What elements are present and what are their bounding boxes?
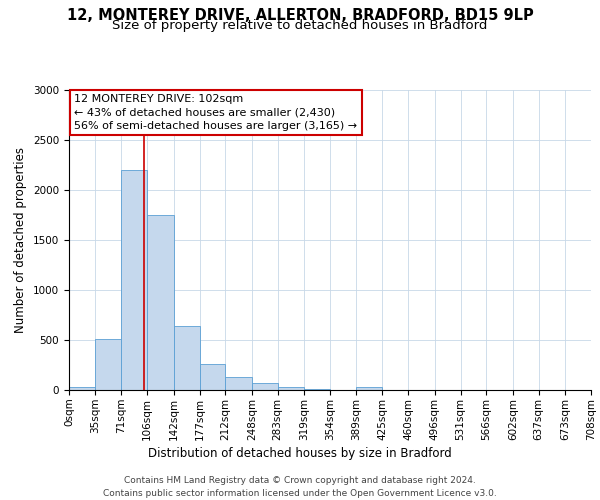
Bar — [95, 339, 121, 390]
Text: 12, MONTEREY DRIVE, ALLERTON, BRADFORD, BD15 9LP: 12, MONTEREY DRIVE, ALLERTON, BRADFORD, … — [67, 8, 533, 22]
Y-axis label: Number of detached properties: Number of detached properties — [14, 147, 28, 333]
Bar — [173, 326, 199, 390]
Bar — [278, 387, 304, 390]
Bar — [69, 387, 95, 390]
Text: Size of property relative to detached houses in Bradford: Size of property relative to detached ho… — [112, 18, 488, 32]
Bar — [147, 215, 173, 390]
Bar — [199, 364, 226, 390]
Bar — [252, 383, 278, 390]
Bar — [226, 377, 252, 390]
Text: Contains HM Land Registry data © Crown copyright and database right 2024.
Contai: Contains HM Land Registry data © Crown c… — [103, 476, 497, 498]
Text: 12 MONTEREY DRIVE: 102sqm
← 43% of detached houses are smaller (2,430)
56% of se: 12 MONTEREY DRIVE: 102sqm ← 43% of detac… — [74, 94, 358, 131]
Bar — [304, 389, 330, 390]
Bar — [121, 170, 147, 390]
Bar — [356, 386, 382, 390]
Text: Distribution of detached houses by size in Bradford: Distribution of detached houses by size … — [148, 448, 452, 460]
